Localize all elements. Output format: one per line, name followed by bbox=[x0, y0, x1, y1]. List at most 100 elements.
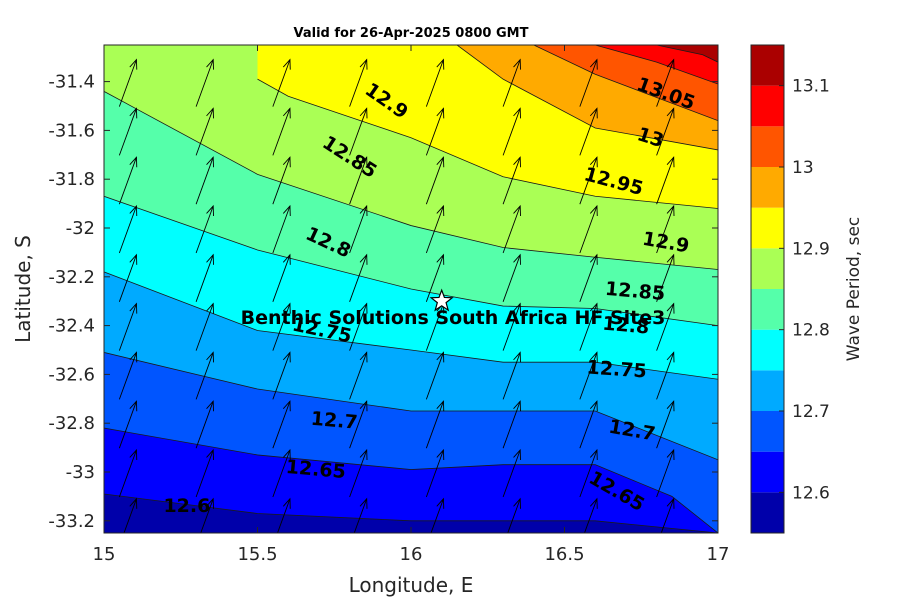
site-label: Benthic Solutions South Africa HF Site3 bbox=[241, 307, 666, 329]
wave-arrow bbox=[660, 497, 675, 533]
colorbar-segment bbox=[751, 126, 784, 167]
y-tick-label: -32 bbox=[66, 218, 95, 239]
chart-title: Valid for 26-Apr-2025 0800 GMT bbox=[294, 26, 529, 41]
wave-arrow bbox=[425, 156, 445, 205]
wave-arrow bbox=[272, 400, 291, 449]
wave-arrow bbox=[195, 448, 214, 498]
contour-label: 12.7 bbox=[310, 408, 359, 434]
wave-arrow bbox=[584, 497, 598, 533]
x-axis-ticks: 15 15.5 16 16.5 17 bbox=[93, 45, 730, 565]
wave-arrow bbox=[118, 448, 138, 498]
wave-direction-arrows bbox=[118, 58, 675, 533]
x-tick-label: 16 bbox=[400, 544, 423, 565]
y-tick-label: -31.4 bbox=[48, 72, 95, 93]
wave-arrow bbox=[349, 107, 368, 156]
wave-arrow bbox=[118, 400, 138, 449]
wave-arrow bbox=[579, 253, 598, 302]
wave-arrow bbox=[656, 351, 675, 400]
colorbar-tick-label: 13 bbox=[792, 158, 814, 178]
wave-arrow bbox=[349, 351, 368, 400]
wave-arrow bbox=[502, 58, 521, 107]
wave-arrow bbox=[272, 204, 291, 254]
wave-arrow bbox=[118, 107, 138, 156]
wave-arrow bbox=[195, 58, 214, 107]
plot-area: 12.912.8512.812.7512.712.6512.613.051312… bbox=[104, 45, 718, 533]
contour-label: 12.6 bbox=[163, 495, 210, 517]
contour-label: 12.65 bbox=[285, 456, 347, 483]
wave-arrow bbox=[502, 107, 521, 156]
wave-arrow bbox=[425, 351, 445, 400]
colorbar-segment bbox=[751, 492, 784, 533]
y-tick-label: -33.2 bbox=[48, 511, 95, 532]
wave-arrow bbox=[502, 351, 521, 400]
y-tick-label: -33 bbox=[66, 462, 95, 483]
y-tick-label: -31.8 bbox=[48, 169, 95, 190]
wave-arrow bbox=[195, 400, 214, 449]
wave-arrow bbox=[425, 58, 445, 107]
wave-arrow bbox=[118, 351, 138, 400]
colorbar-segment bbox=[751, 248, 784, 289]
wave-arrow bbox=[656, 156, 675, 205]
x-tick-label: 16.5 bbox=[544, 544, 584, 565]
x-tick-label: 15 bbox=[93, 544, 116, 565]
colorbar-segment bbox=[751, 411, 784, 452]
colorbar-segment bbox=[751, 45, 784, 86]
wave-arrow bbox=[656, 58, 675, 107]
wave-arrow bbox=[272, 253, 291, 302]
contour-label: 12.8 bbox=[602, 313, 651, 339]
wave-arrow bbox=[656, 400, 675, 449]
wave-arrow bbox=[349, 253, 368, 302]
y-axis-ticks: -31.4 -31.6 -31.8 -32 -32.2 -32.4 -32.6 -32.8 -3… bbox=[48, 72, 718, 532]
wave-arrow bbox=[425, 253, 445, 302]
wave-arrow bbox=[195, 156, 214, 205]
wave-arrow bbox=[349, 400, 368, 449]
colorbar-segment bbox=[751, 289, 784, 330]
wave-arrow bbox=[579, 156, 598, 205]
y-tick-label: -31.6 bbox=[48, 120, 95, 141]
wave-arrow bbox=[502, 302, 521, 351]
wave-arrow bbox=[272, 302, 291, 351]
colorbar-tick-label: 12.9 bbox=[792, 239, 830, 259]
colorbar-tick-label: 13.1 bbox=[792, 77, 830, 97]
wave-arrow bbox=[579, 400, 598, 449]
colorbar-tick-label: 12.6 bbox=[792, 483, 830, 503]
contour-line bbox=[104, 91, 718, 270]
colorbar-tick-label: 12.8 bbox=[792, 321, 830, 341]
colorbar-segment bbox=[751, 451, 784, 493]
contour-line bbox=[456, 45, 718, 151]
wave-arrow bbox=[502, 204, 521, 254]
wave-arrow bbox=[123, 497, 138, 533]
colorbar-segment bbox=[751, 207, 784, 249]
wave-arrow bbox=[502, 448, 521, 498]
colorbar-label: Wave Period, sec bbox=[844, 217, 864, 362]
y-axis-label: Latitude, S bbox=[11, 235, 35, 343]
wave-arrow bbox=[502, 400, 521, 449]
wave-arrow bbox=[272, 448, 291, 498]
wave-arrow bbox=[349, 58, 368, 107]
contour-band bbox=[656, 45, 718, 63]
x-tick-label: 15.5 bbox=[237, 544, 277, 565]
wave-arrow bbox=[425, 400, 445, 449]
wave-arrow bbox=[118, 58, 138, 107]
wave-arrow bbox=[118, 156, 138, 205]
x-tick-label: 17 bbox=[707, 544, 730, 565]
x-axis-label: Longitude, E bbox=[349, 573, 474, 597]
site-star-marker bbox=[429, 288, 454, 312]
wave-arrow bbox=[502, 253, 521, 302]
contour-line bbox=[104, 195, 718, 326]
contour-line bbox=[257, 78, 718, 209]
wave-arrow bbox=[200, 497, 214, 533]
contour-lines bbox=[104, 45, 718, 533]
y-tick-label: -32.2 bbox=[48, 267, 95, 288]
wave-arrow bbox=[425, 107, 445, 156]
contour-line bbox=[533, 45, 718, 122]
wave-arrow bbox=[272, 58, 291, 107]
wave-arrow bbox=[579, 351, 598, 400]
colorbar-frame bbox=[750, 44, 785, 534]
contour-label: 12.85 bbox=[604, 278, 666, 305]
wave-arrow bbox=[656, 448, 675, 498]
wave-arrow bbox=[349, 156, 368, 205]
y-tick-label: -32.6 bbox=[48, 364, 95, 385]
wave-arrow bbox=[353, 497, 368, 533]
